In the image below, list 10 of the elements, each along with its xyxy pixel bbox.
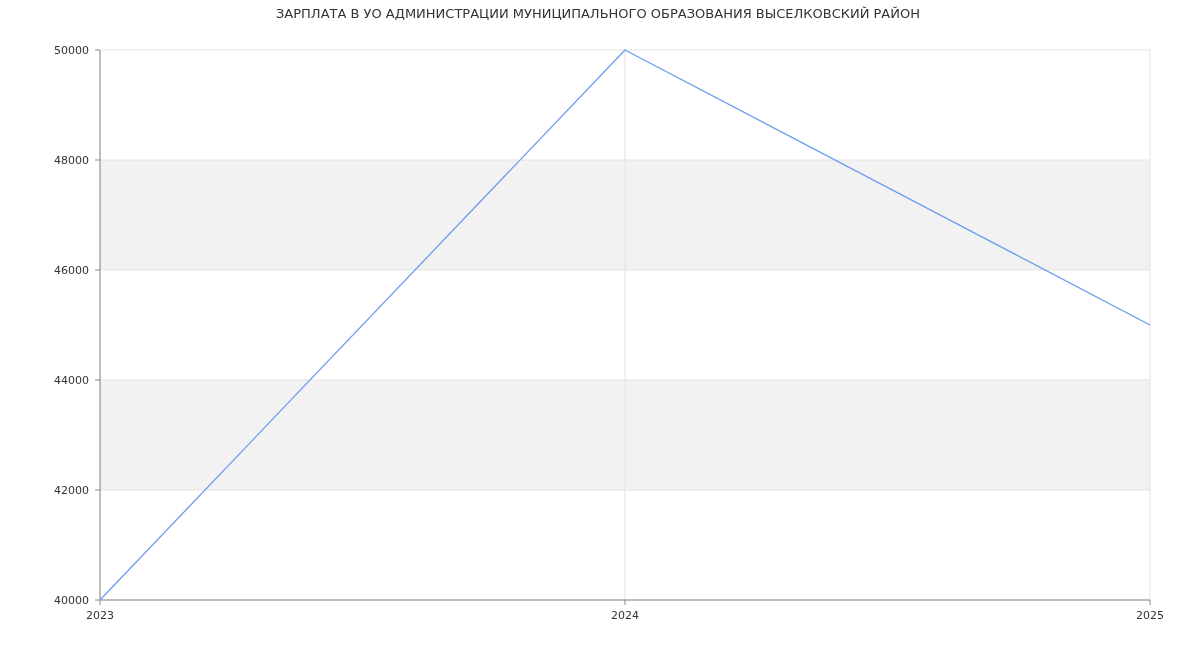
- x-tick-label: 2025: [1136, 609, 1164, 622]
- y-tick-label: 48000: [54, 153, 89, 167]
- chart-title: ЗАРПЛАТА В УО АДМИНИСТРАЦИИ МУНИЦИПАЛЬНОГО ОБРАЗОВАНИЯ ВЫСЕЛКОВСКИЙ РАЙОН: [276, 6, 920, 21]
- y-tick-label: 46000: [54, 263, 89, 277]
- y-tick-label: 42000: [54, 483, 89, 497]
- y-tick-label: 50000: [54, 43, 89, 57]
- x-tick-label: 2024: [611, 609, 639, 622]
- y-tick-label: 44000: [54, 373, 89, 387]
- y-tick-label: 40000: [54, 593, 89, 607]
- x-tick-label: 2023: [86, 609, 114, 622]
